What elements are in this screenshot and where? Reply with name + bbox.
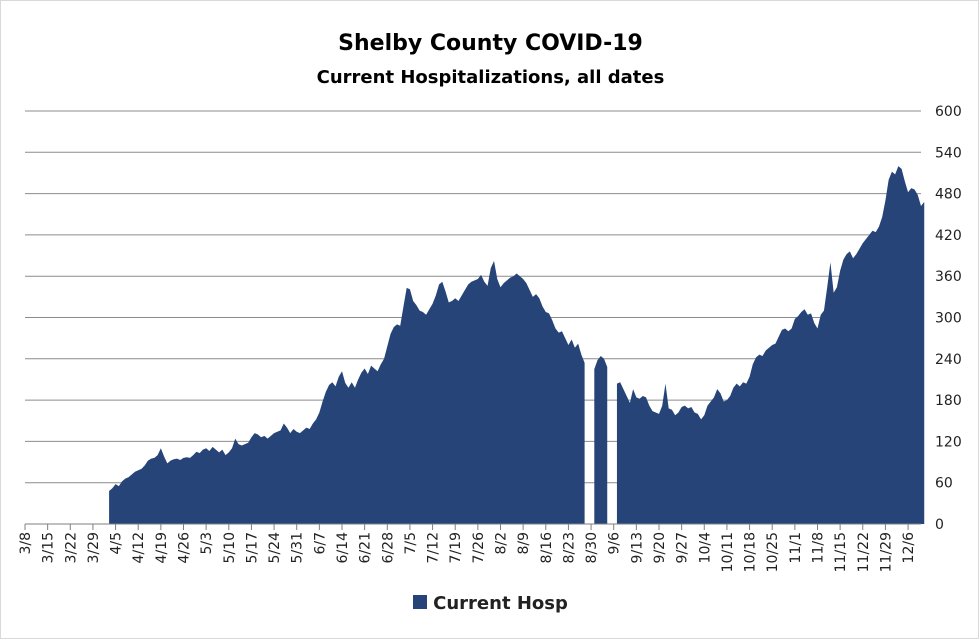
x-tick-label: 5/17 xyxy=(244,532,260,563)
chart-title: Shelby County COVID-19 xyxy=(338,31,643,56)
x-tick-label: 7/26 xyxy=(471,532,487,564)
x-tick-label: 11/1 xyxy=(788,532,804,563)
x-tick-label: 5/10 xyxy=(222,532,238,563)
x-tick-label: 11/22 xyxy=(856,532,872,572)
x-tick-label: 5/31 xyxy=(290,532,306,563)
y-tick-label: 60 xyxy=(935,476,953,492)
x-tick-label: 3/8 xyxy=(18,532,34,555)
x-tick-label: 8/23 xyxy=(561,532,577,563)
area-segment-2 xyxy=(594,356,608,524)
x-tick-label: 4/26 xyxy=(176,532,192,564)
x-tick-label: 6/7 xyxy=(312,532,328,555)
x-tick-label: 10/25 xyxy=(765,532,781,572)
x-tick-label: 9/13 xyxy=(629,532,645,563)
x-tick-label: 10/18 xyxy=(743,532,759,572)
x-tick-label: 6/28 xyxy=(380,532,396,563)
area-segment-1 xyxy=(109,261,585,524)
x-tick-label: 5/24 xyxy=(267,532,283,564)
x-tick-label: 6/14 xyxy=(335,532,351,564)
x-tick-label: 4/19 xyxy=(154,532,170,563)
legend-label: Current Hosp xyxy=(433,593,568,614)
y-axis: 0 60 120 180 240 300 360 420 480 540 600 xyxy=(935,104,962,533)
x-tick-label: 4/5 xyxy=(109,532,125,555)
y-tick-label: 120 xyxy=(935,434,962,450)
x-tick-label: 8/9 xyxy=(516,532,532,555)
x-axis: 3/8 3/15 3/22 3/29 4/5 4/12 4/19 4/26 5/3 5/10 5/1… xyxy=(18,523,921,572)
x-tick-label: 10/4 xyxy=(697,532,713,564)
area-segment-3 xyxy=(616,166,925,524)
x-tick-label: 3/15 xyxy=(41,532,57,563)
y-tick-label: 540 xyxy=(935,145,962,161)
x-tick-label: 9/27 xyxy=(675,532,691,563)
x-tick-label: 9/6 xyxy=(607,532,623,555)
x-tick-label: 9/20 xyxy=(652,532,668,563)
x-tick-label: 7/19 xyxy=(448,532,464,563)
y-tick-label: 420 xyxy=(935,228,962,244)
x-tick-label: 3/29 xyxy=(86,532,102,563)
area-series-layer xyxy=(109,166,925,524)
y-tick-label: 360 xyxy=(935,269,962,285)
x-tick-label: 11/8 xyxy=(810,532,826,563)
x-tick-label: 5/3 xyxy=(199,532,215,555)
x-tick-label: 8/2 xyxy=(493,532,509,555)
y-tick-label: 480 xyxy=(935,187,962,203)
x-tick-label: 11/29 xyxy=(878,532,894,572)
x-tick-label: 7/12 xyxy=(426,532,442,563)
x-tick-label: 12/6 xyxy=(901,532,917,564)
y-tick-label: 300 xyxy=(935,311,962,327)
legend-swatch xyxy=(413,595,428,609)
legend: Current Hosp xyxy=(1,593,979,614)
chart-subtitle: Current Hospitalizations, all dates xyxy=(316,67,665,88)
y-tick-label: 0 xyxy=(935,517,944,533)
y-tick-label: 180 xyxy=(935,393,962,409)
x-tick-label: 10/11 xyxy=(720,532,736,572)
y-tick-label: 600 xyxy=(935,104,962,120)
x-tick-label: 8/30 xyxy=(584,532,600,563)
x-tick-label: 11/15 xyxy=(833,532,849,572)
x-tick-label: 3/22 xyxy=(63,532,79,563)
x-tick-label: 7/5 xyxy=(403,532,419,555)
x-tick-label: 4/12 xyxy=(131,532,147,563)
y-tick-label: 240 xyxy=(935,352,962,368)
x-tick-label: 8/16 xyxy=(539,532,555,564)
x-tick-label: 6/21 xyxy=(358,532,374,563)
